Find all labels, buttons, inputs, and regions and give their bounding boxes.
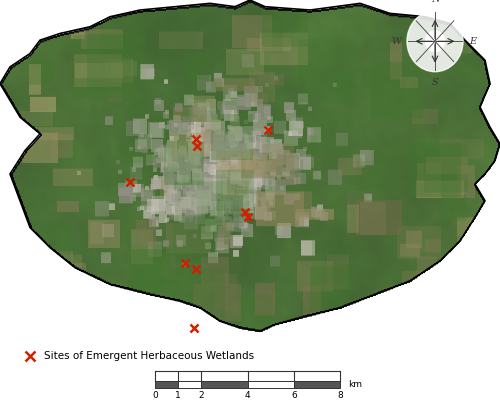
Bar [294, 381, 340, 388]
Bar [248, 381, 294, 388]
Text: N: N [431, 0, 440, 4]
Bar [178, 381, 201, 388]
Circle shape [407, 11, 463, 72]
Bar [155, 381, 178, 388]
Text: 1: 1 [176, 391, 181, 400]
Text: W: W [391, 37, 401, 46]
Text: 2: 2 [198, 391, 204, 400]
Text: 0: 0 [152, 391, 158, 400]
Text: 4: 4 [244, 391, 250, 400]
Circle shape [425, 31, 445, 52]
Text: 8: 8 [337, 391, 343, 400]
Text: Sites of Emergent Herbaceous Wetlands: Sites of Emergent Herbaceous Wetlands [44, 351, 254, 361]
Text: S: S [432, 78, 438, 87]
Bar [201, 381, 248, 388]
Text: km: km [348, 380, 362, 389]
Text: E: E [469, 37, 476, 46]
Text: 6: 6 [291, 391, 296, 400]
